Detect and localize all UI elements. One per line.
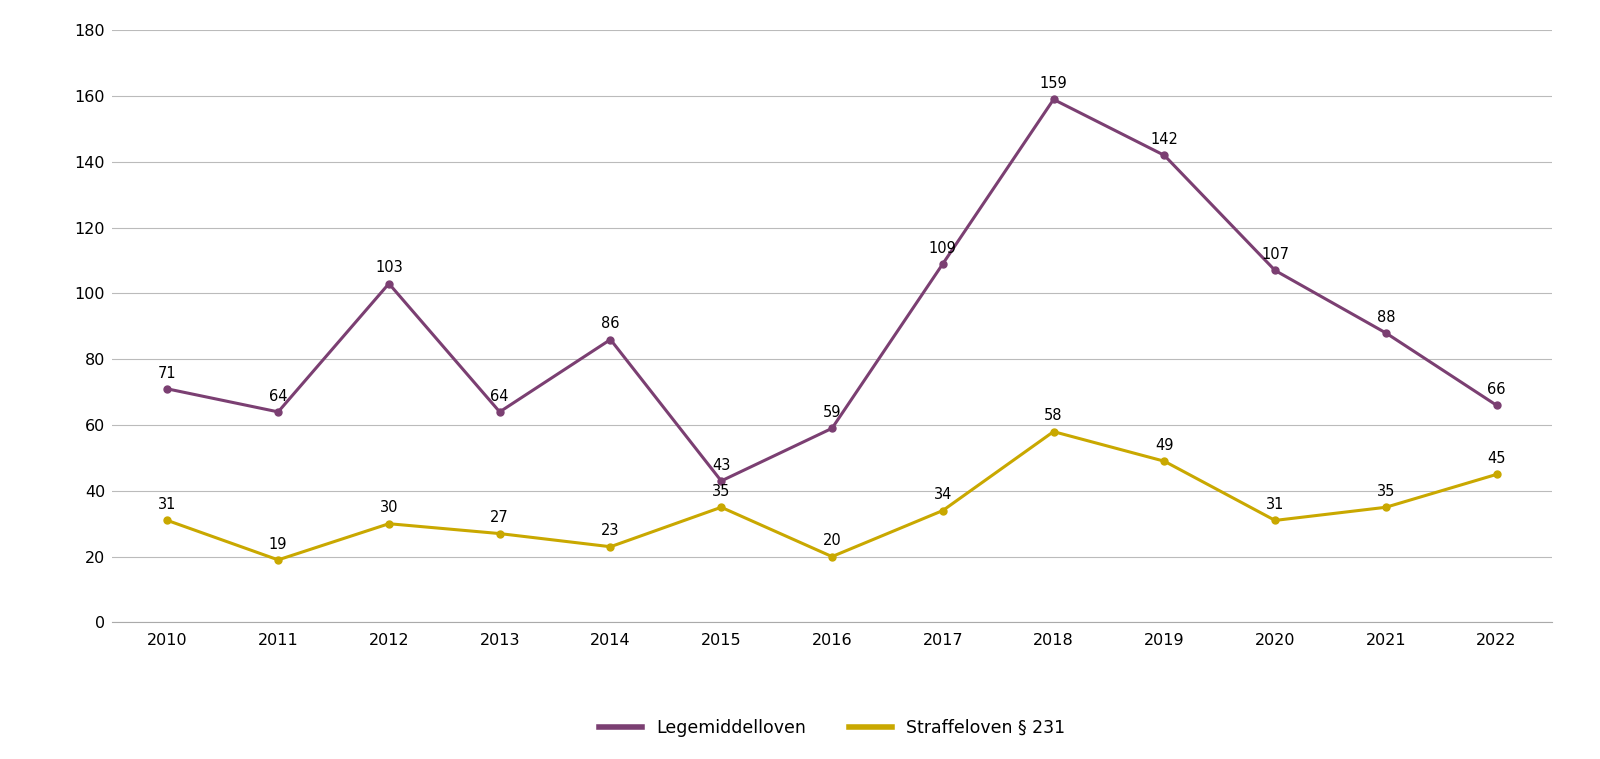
Text: 31: 31	[1266, 497, 1285, 512]
Text: 27: 27	[490, 510, 509, 525]
Text: 30: 30	[379, 500, 398, 515]
Text: 35: 35	[712, 484, 731, 499]
Text: 66: 66	[1488, 382, 1506, 397]
Text: 23: 23	[602, 524, 619, 538]
Legend: Legemiddelloven, Straffeloven § 231: Legemiddelloven, Straffeloven § 231	[592, 712, 1072, 744]
Text: 20: 20	[822, 534, 842, 548]
Text: 35: 35	[1376, 484, 1395, 499]
Text: 64: 64	[491, 389, 509, 404]
Text: 58: 58	[1045, 408, 1062, 424]
Text: 107: 107	[1261, 247, 1290, 262]
Text: 71: 71	[158, 366, 176, 380]
Text: 19: 19	[269, 537, 288, 552]
Text: 64: 64	[269, 389, 288, 404]
Text: 159: 159	[1040, 76, 1067, 91]
Text: 34: 34	[933, 487, 952, 502]
Text: 109: 109	[930, 241, 957, 256]
Text: 103: 103	[374, 260, 403, 276]
Text: 59: 59	[822, 405, 842, 420]
Text: 88: 88	[1376, 310, 1395, 325]
Text: 45: 45	[1488, 451, 1506, 466]
Text: 31: 31	[158, 497, 176, 512]
Text: 43: 43	[712, 458, 731, 473]
Text: 49: 49	[1155, 438, 1173, 453]
Text: 86: 86	[602, 317, 619, 331]
Text: 142: 142	[1150, 132, 1178, 147]
